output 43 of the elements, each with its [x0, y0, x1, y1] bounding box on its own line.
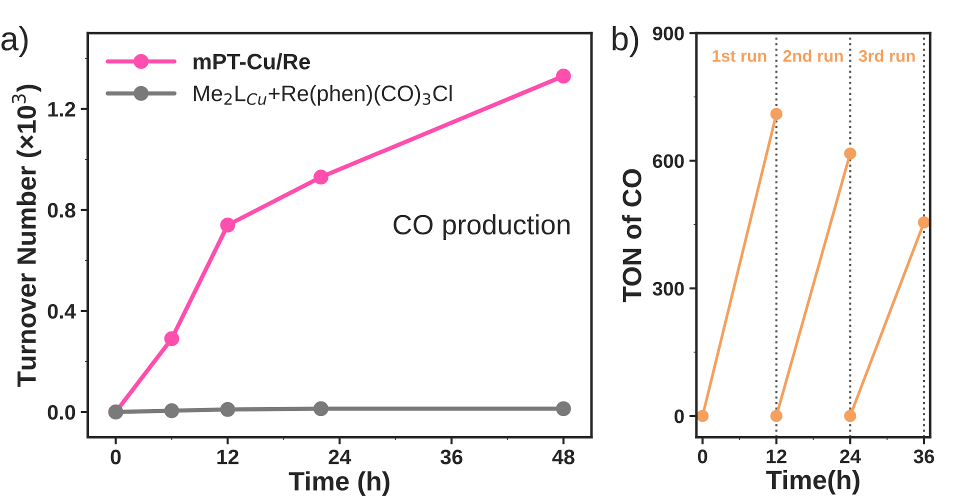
point	[696, 410, 709, 422]
legend-label: mPT-Cu/Re	[194, 53, 310, 70]
x-tick-label: 12	[766, 450, 786, 464]
x-tick-label: 12	[217, 450, 238, 464]
point	[314, 170, 328, 185]
y-axis-title: TON of CO	[622, 169, 642, 302]
legend-label: Me$_{2}$L$_{Cu}$+Re(phen)(CO)$_{3}$Cl	[194, 84, 452, 106]
x-tick-label: 0	[110, 450, 121, 464]
y-tick-label: 0.8	[48, 202, 76, 218]
y-tick-label: 0.4	[48, 304, 76, 319]
point	[844, 410, 856, 422]
annotation: CO production	[394, 214, 570, 240]
point	[164, 403, 180, 418]
x-tick-label: 48	[552, 450, 574, 464]
x-tick-label: 24	[840, 450, 861, 464]
y-tick-label: 600	[652, 154, 684, 168]
annotation: 3rd run	[858, 50, 915, 62]
y-tick-label: 1.2	[48, 102, 76, 116]
point	[918, 216, 930, 228]
point	[164, 331, 180, 346]
y-tick-label: 0.0	[48, 404, 76, 420]
x-tick-label: 24	[328, 450, 352, 464]
point	[556, 68, 571, 84]
point	[314, 401, 328, 416]
point	[770, 108, 782, 120]
y-axis-title: Turnover Number (×10$^{3}$)	[12, 84, 42, 387]
annotation: 2nd run	[783, 50, 843, 62]
point	[220, 218, 236, 233]
y-tick-label: 900	[652, 26, 684, 40]
x-axis-title: Time(h)	[766, 470, 860, 495]
x-axis-title: Time (h)	[288, 471, 390, 496]
x-tick-label: 0	[698, 450, 708, 464]
annotation: 1st run	[712, 50, 766, 62]
x-tick-label: 36	[440, 450, 462, 464]
point	[844, 147, 856, 160]
y-tick-label: 300	[652, 282, 684, 296]
point	[556, 401, 571, 416]
y-tick-label: 0	[674, 409, 684, 424]
text: b)	[612, 26, 638, 58]
point	[220, 402, 236, 417]
text: a)	[1, 26, 28, 58]
x-tick-label: 36	[914, 450, 934, 464]
point	[770, 410, 782, 422]
